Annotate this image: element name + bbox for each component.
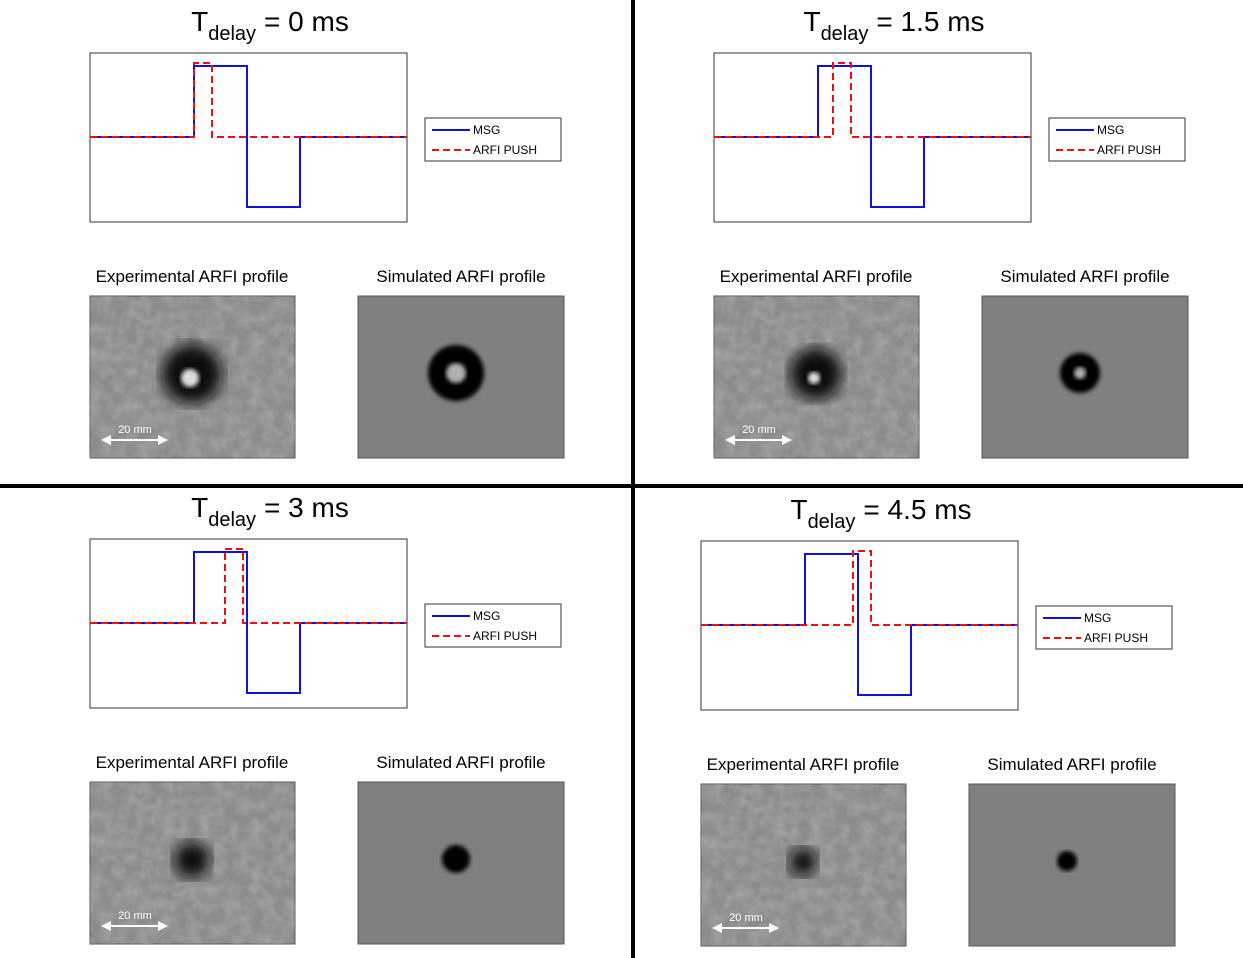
panel-title: Tdelay = 0 ms [191,6,349,45]
legend-entry: MSG [473,123,500,137]
scale-label: 20 mm [729,912,763,924]
legend-entry: ARFI PUSH [473,629,537,643]
legend-box [1048,117,1186,162]
profile-center [181,369,199,387]
title-subscript: delay [821,23,869,45]
panel-title: Tdelay = 1.5 ms [803,6,984,45]
title-base: T [191,492,208,523]
title-base: T [191,6,208,37]
push-waveform [90,548,407,624]
panel: Tdelay = 1.5 ms MSG ARFI PUSH Experimental A… [713,6,1189,459]
legend-entry: MSG [1097,123,1124,137]
msg-waveform [701,553,1018,696]
push-waveform [701,550,1018,626]
scale-label: 20 mm [118,424,152,436]
scale-label: 20 mm [118,910,152,922]
title-base: T [790,494,807,525]
push-waveform [90,62,407,138]
title-subscript: delay [208,509,256,531]
profile-spot [174,842,210,878]
image-label: Simulated ARFI profile [376,267,545,286]
image-label: Experimental ARFI profile [96,267,289,286]
legend-entry: MSG [473,609,500,623]
panel-title: Tdelay = 3 ms [191,492,349,531]
legend-entry: ARFI PUSH [473,143,537,157]
msg-waveform [714,65,1031,208]
legend-entry: MSG [1084,611,1111,625]
image-label: Experimental ARFI profile [707,755,900,774]
panel: Tdelay = 3 ms MSG ARFI PUSH Experimental ARF… [89,492,565,945]
simulated-spot [442,845,470,873]
legend-box [1035,605,1173,650]
legend-box [424,603,562,648]
title-subscript: delay [208,23,256,45]
panel: Tdelay = 0 ms MSG ARFI PUSH Experimental ARF… [89,6,565,459]
image-label: Experimental ARFI profile [720,267,913,286]
title-subscript: delay [808,511,856,533]
legend-entry: ARFI PUSH [1097,143,1161,157]
title-rest: = 3 ms [264,492,349,523]
title-rest: = 1.5 ms [876,6,984,37]
msg-waveform [90,551,407,694]
title-rest: = 4.5 ms [863,494,971,525]
title-rest: = 0 ms [264,6,349,37]
image-label: Simulated ARFI profile [987,755,1156,774]
image-label: Simulated ARFI profile [376,753,545,772]
image-label: Simulated ARFI profile [1000,267,1169,286]
simulated-center [446,363,466,383]
title-base: T [803,6,820,37]
profile-spot [789,848,817,876]
scale-label: 20 mm [742,424,776,436]
panel: Tdelay = 4.5 ms MSG ARFI PUSH Experimental A… [700,494,1176,947]
simulated-spot [1057,851,1077,871]
panel-title: Tdelay = 4.5 ms [790,494,971,533]
push-waveform [714,62,1031,138]
simulated-center [1074,367,1086,379]
profile-center [808,372,820,384]
legend-box [424,117,562,162]
image-label: Experimental ARFI profile [96,753,289,772]
legend-entry: ARFI PUSH [1084,631,1148,645]
